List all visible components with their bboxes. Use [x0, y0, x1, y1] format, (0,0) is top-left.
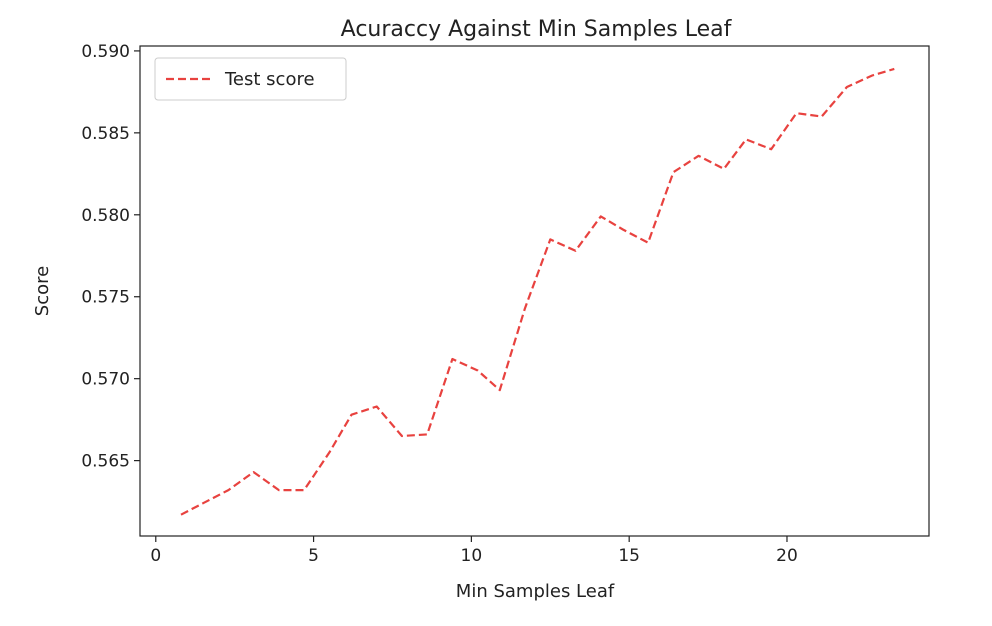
y-tick-label: 0.585	[81, 124, 130, 144]
plot-area	[139, 45, 930, 537]
y-tick-label: 0.565	[81, 452, 130, 472]
series-layer	[180, 67, 895, 516]
y-tick-label: 0.570	[81, 370, 130, 390]
x-tick-label: 0	[150, 546, 161, 566]
legend-box	[154, 57, 347, 101]
x-axis-label: Min Samples Leaf	[456, 581, 615, 602]
y-tick-label: 0.580	[81, 206, 130, 226]
y-axis: 0.565 0.570 0.575 0.580 0.585 0.590	[81, 42, 140, 472]
x-tick-label: 20	[776, 546, 798, 566]
y-tick-label: 0.590	[81, 42, 130, 62]
x-axis: 0 5 10 15 20	[150, 536, 798, 566]
y-tick-label: 0.575	[81, 288, 130, 308]
x-tick-label: 5	[308, 546, 319, 566]
x-tick-label: 15	[618, 546, 640, 566]
y-axis-label: Score	[32, 266, 53, 316]
x-tick-label: 10	[461, 546, 483, 566]
series-line-0	[180, 67, 895, 516]
legend: Test score	[154, 57, 347, 101]
legend-label-test-score: Test score	[224, 69, 315, 90]
chart-title: Acuraccy Against Min Samples Leaf	[341, 17, 733, 42]
